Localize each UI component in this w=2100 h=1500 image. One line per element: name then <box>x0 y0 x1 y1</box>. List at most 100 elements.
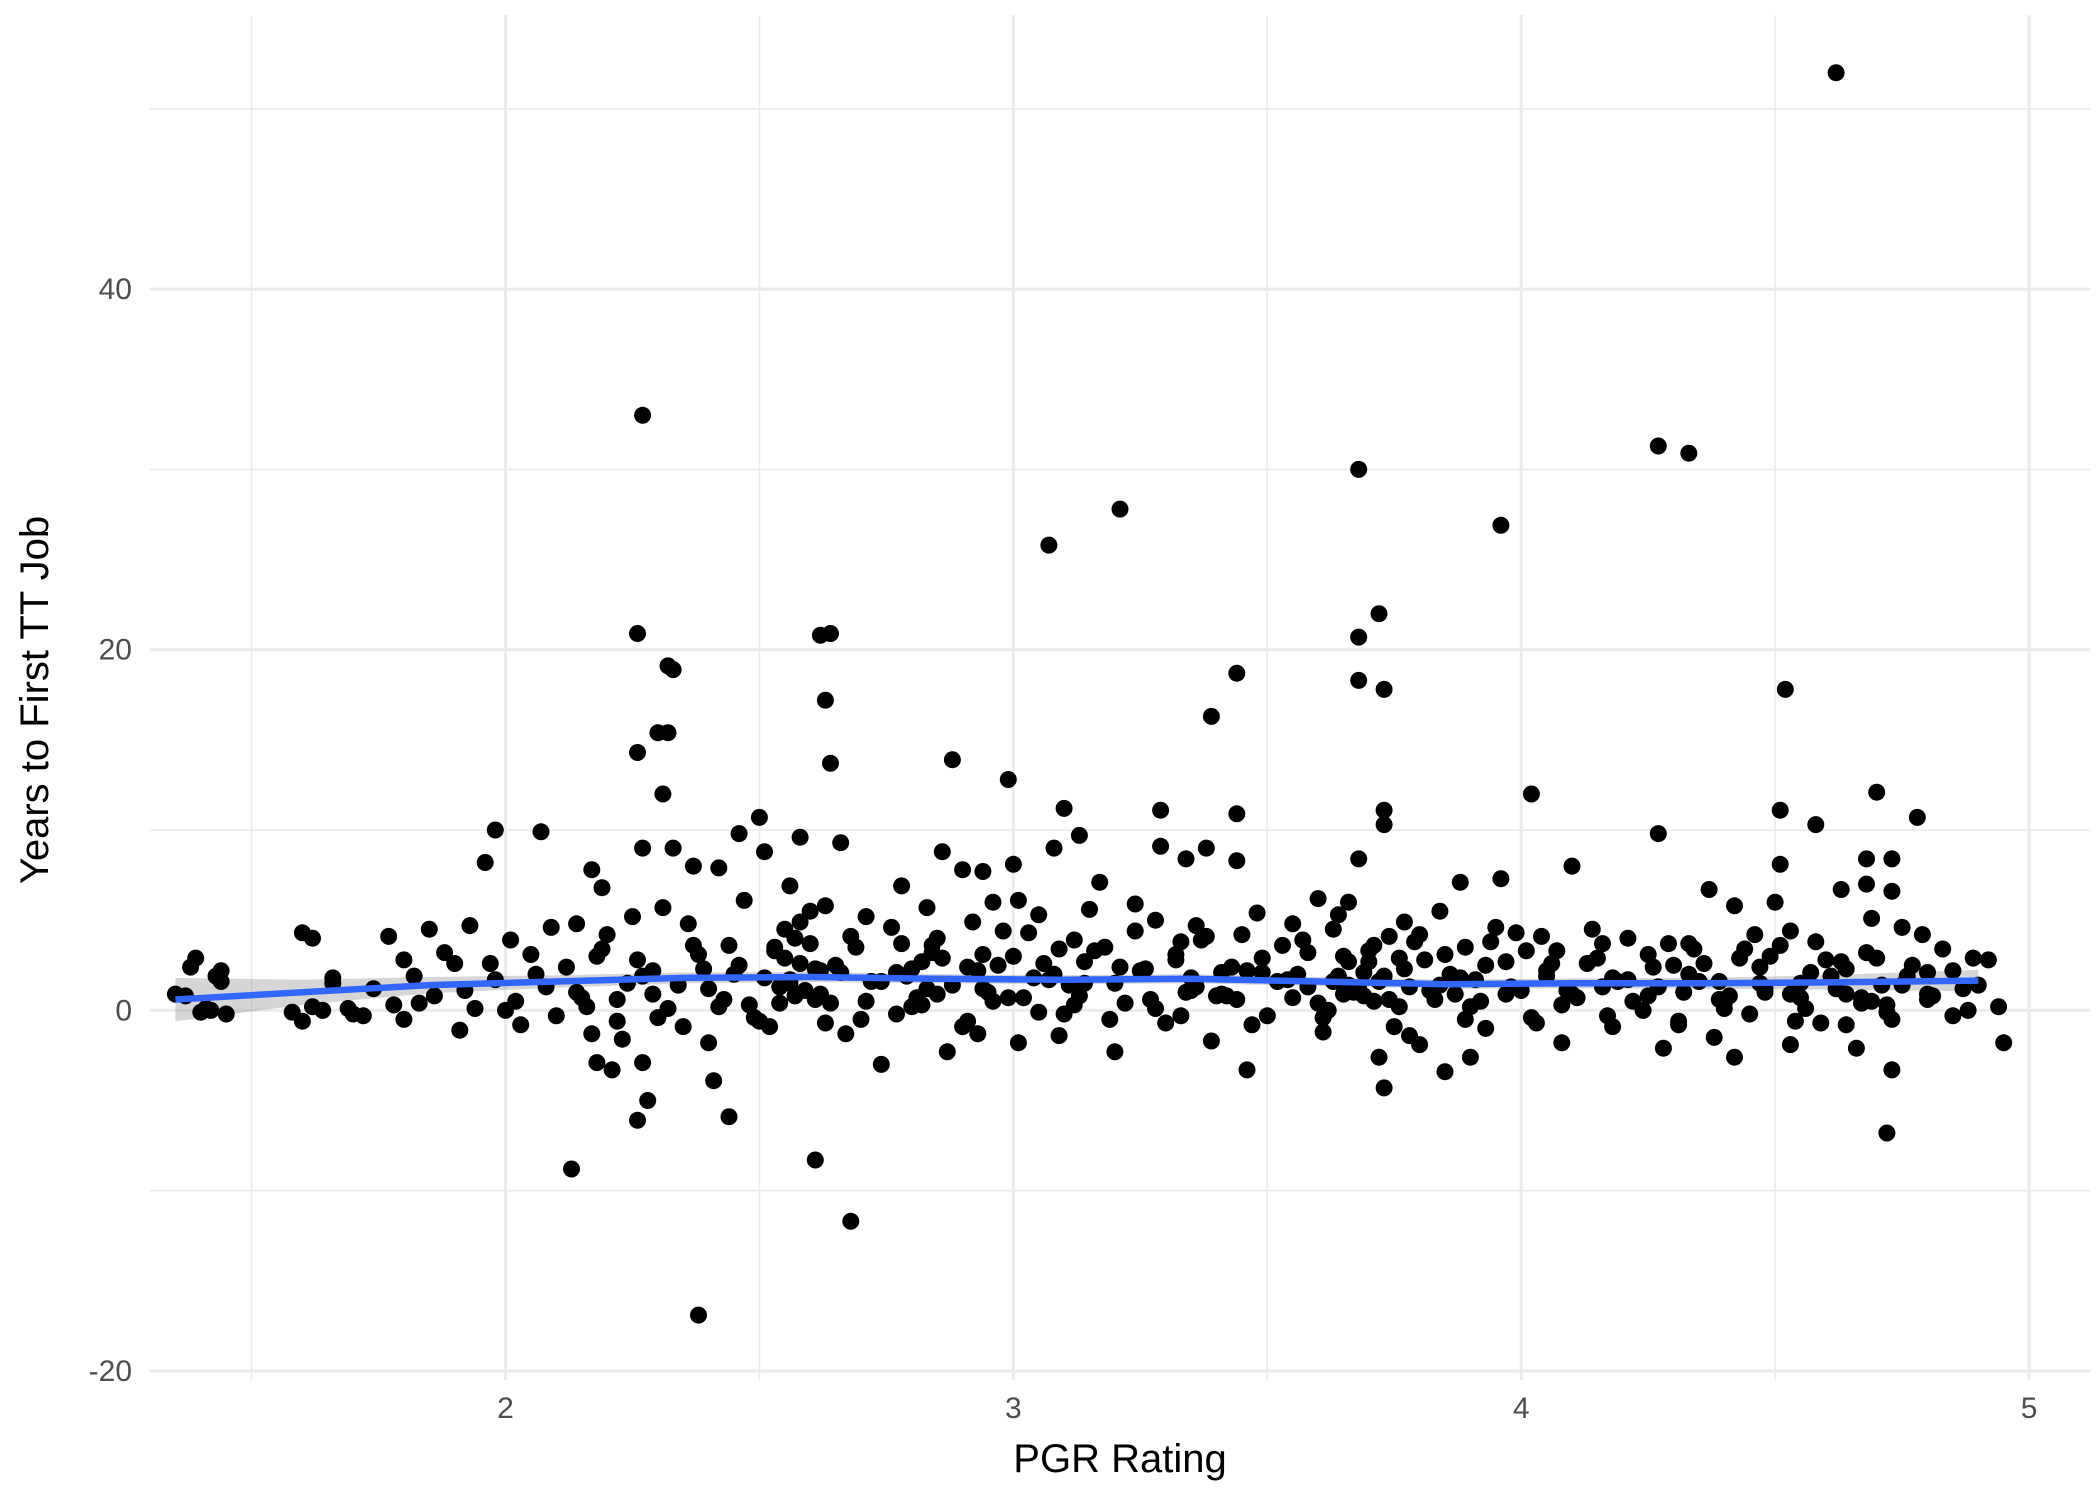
data-point <box>1451 873 1469 891</box>
data-point <box>1314 1023 1332 1041</box>
data-point <box>1858 850 1875 868</box>
data-point <box>1533 927 1550 945</box>
smooth-line-layer <box>175 973 1979 1003</box>
data-point <box>1187 917 1205 935</box>
data-point <box>1375 680 1393 698</box>
data-point <box>1446 985 1464 1003</box>
data-point <box>1913 926 1931 944</box>
data-point <box>1147 911 1164 929</box>
data-point <box>816 1014 834 1032</box>
data-point <box>283 1003 301 1021</box>
data-point <box>1858 875 1875 893</box>
data-point <box>918 899 936 917</box>
data-point <box>1380 927 1398 945</box>
data-point <box>1675 983 1693 1001</box>
data-point <box>1131 962 1149 980</box>
data-point <box>1726 1048 1743 1066</box>
data-point <box>710 859 728 877</box>
data-point <box>1035 955 1053 972</box>
data-point <box>1837 1016 1855 1034</box>
data-point <box>405 967 423 985</box>
data-point <box>1665 956 1683 974</box>
data-point <box>1411 1036 1429 1054</box>
data-point <box>893 877 911 895</box>
data-point <box>1309 994 1327 1012</box>
data-point <box>1883 1010 1901 1028</box>
data-point <box>659 724 677 742</box>
data-point <box>481 955 499 972</box>
data-point <box>1238 1061 1256 1079</box>
data-point <box>1868 783 1886 801</box>
data-point <box>1340 893 1357 911</box>
points-layer <box>166 64 2013 1324</box>
data-point <box>1477 956 1495 974</box>
data-point <box>1761 947 1779 965</box>
data-point <box>557 958 575 976</box>
data-point <box>806 991 824 1008</box>
data-point <box>1751 958 1769 976</box>
data-point <box>395 951 413 969</box>
data-point <box>598 926 616 944</box>
data-point <box>857 992 875 1010</box>
data-point <box>684 936 702 954</box>
data-point <box>842 1212 860 1230</box>
data-point <box>1771 801 1789 819</box>
data-point <box>1776 680 1794 698</box>
data-point <box>1340 953 1357 971</box>
data-point <box>1827 64 1845 82</box>
data-point <box>684 857 702 875</box>
data-point <box>1350 628 1368 646</box>
data-point <box>806 1151 824 1169</box>
data-point <box>1192 931 1210 949</box>
data-point <box>786 929 804 947</box>
data-point <box>1309 890 1327 908</box>
data-point <box>476 854 494 871</box>
data-point <box>791 828 809 846</box>
data-point <box>217 1005 235 1023</box>
data-point <box>1863 992 1881 1010</box>
data-point <box>679 915 697 933</box>
data-point <box>1883 1061 1901 1079</box>
data-point <box>212 962 230 980</box>
data-point <box>1720 987 1738 1005</box>
data-point <box>542 918 560 936</box>
data-point <box>827 956 845 974</box>
data-point <box>893 935 911 953</box>
data-point <box>908 989 926 1007</box>
data-point <box>1807 816 1825 834</box>
data-point <box>1202 1032 1220 1050</box>
data-point <box>1903 956 1921 974</box>
data-point <box>1944 962 1962 980</box>
data-point <box>1208 987 1225 1005</box>
data-point <box>1553 1034 1571 1052</box>
data-point <box>1456 1010 1474 1028</box>
data-point <box>1563 857 1581 875</box>
data-point <box>1908 808 1926 826</box>
data-point <box>1390 949 1408 967</box>
data-point <box>629 744 646 761</box>
data-point <box>1370 605 1388 623</box>
data-point <box>1588 949 1606 967</box>
data-point <box>629 951 646 969</box>
data-point <box>588 1054 606 1072</box>
data-point <box>1177 850 1195 868</box>
data-point <box>1070 826 1088 844</box>
y-tick-label: -20 <box>89 1355 132 1388</box>
data-point <box>425 987 443 1005</box>
data-point <box>974 946 992 963</box>
data-point <box>1456 938 1474 956</box>
data-point <box>634 1054 652 1072</box>
data-point <box>674 1018 692 1036</box>
data-point <box>1030 1003 1048 1021</box>
data-point <box>629 625 646 642</box>
data-point <box>608 991 626 1008</box>
data-point <box>1837 985 1855 1003</box>
data-point <box>1416 951 1434 969</box>
data-point <box>1253 949 1271 967</box>
data-point <box>1858 944 1875 962</box>
data-point <box>1335 985 1352 1003</box>
data-point <box>608 1012 626 1030</box>
data-point <box>1670 1012 1688 1030</box>
smooth-trend-line <box>175 973 1979 1003</box>
data-point <box>1654 1039 1672 1057</box>
